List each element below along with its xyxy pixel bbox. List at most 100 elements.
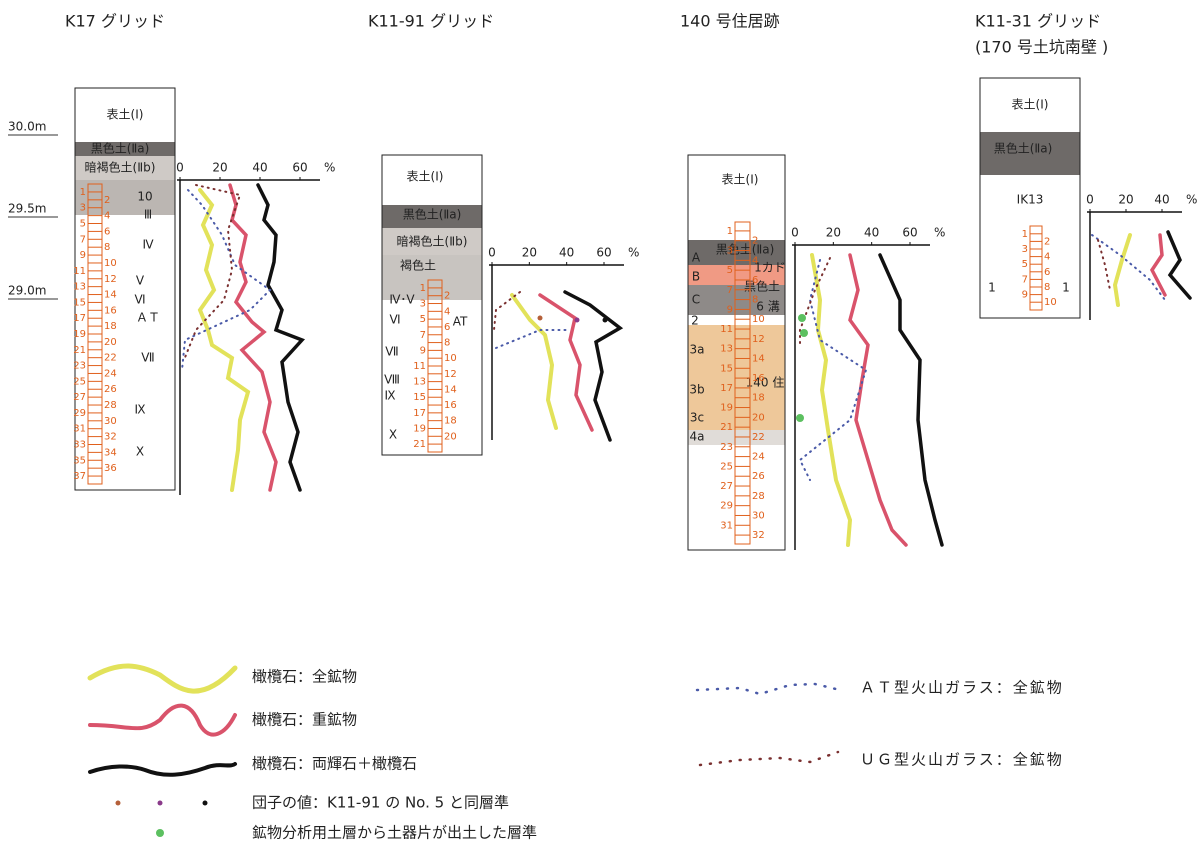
- sample-number: 12: [104, 274, 117, 285]
- layer-label: Ⅹ: [389, 428, 397, 442]
- section-title: K11-91 グリッド: [368, 12, 494, 31]
- sample-number: 10: [752, 314, 765, 325]
- sample-number: 6: [752, 275, 758, 286]
- sample-number: 30: [104, 416, 117, 427]
- section-title: K11-31 グリッド: [975, 12, 1101, 31]
- sample-number: 12: [444, 369, 457, 380]
- legend-text: 橄欖石：両輝石＋橄欖石: [252, 755, 417, 773]
- dot-green: [796, 414, 804, 422]
- layer-label: Ⅵ: [134, 293, 145, 307]
- tick-label: 20: [212, 161, 227, 175]
- sample-number: 32: [104, 432, 117, 443]
- sample-number: 5: [420, 314, 426, 325]
- layer-label: 黒色土(Ⅱa): [994, 142, 1053, 156]
- sample-number: 7: [1022, 274, 1028, 285]
- sample-number: 19: [720, 403, 733, 414]
- sample-number: 28: [104, 400, 117, 411]
- layer-label: Ⅶ: [141, 351, 154, 365]
- elevation-label: 29.5m: [8, 202, 46, 216]
- layer-band: [75, 88, 175, 142]
- legend-text: 橄欖石：重鉱物: [252, 711, 357, 729]
- layer-label: 暗褐色土(Ⅱb): [85, 160, 156, 175]
- curve-ug: [493, 291, 521, 331]
- sample-number: 19: [413, 423, 426, 434]
- layer-band: [382, 155, 482, 205]
- layer-label: Ⅳ･Ⅴ: [389, 293, 415, 307]
- column: [381, 154, 483, 456]
- axis-unit: %: [628, 246, 639, 260]
- sample-number: 12: [752, 334, 765, 345]
- legend-dots: [115, 314, 808, 837]
- sample-number: 5: [727, 265, 733, 276]
- column: [979, 77, 1081, 319]
- sample-number: 3: [1022, 244, 1028, 255]
- sample-number: 15: [720, 363, 733, 374]
- legend-black: [88, 762, 237, 777]
- layer-band: [688, 375, 785, 405]
- sample-number: 27: [720, 481, 733, 492]
- sample-number: 24: [104, 368, 117, 379]
- sample-number: 20: [104, 337, 117, 348]
- layer-band: [382, 205, 482, 228]
- sample-number: 3: [80, 203, 86, 214]
- sample-number: 2: [1044, 236, 1050, 247]
- sample-number: 16: [444, 400, 457, 411]
- sample-number: 32: [752, 530, 765, 541]
- sample-number: 3: [420, 299, 426, 310]
- sample-number: 7: [80, 234, 86, 245]
- sample-number: 31: [720, 520, 733, 531]
- sample-number: 10: [1044, 297, 1057, 308]
- sample-ladder: [734, 221, 751, 545]
- sample-number: 31: [73, 424, 86, 435]
- layer-label: 表土(Ⅰ): [107, 108, 144, 122]
- curve-black: [563, 290, 624, 442]
- layer-label: 3a: [690, 343, 705, 357]
- layer-label: 暗褐色土(Ⅱb): [397, 234, 468, 249]
- layer-band: [980, 175, 1080, 215]
- sample-ladder: [1029, 225, 1043, 311]
- sample-number: 14: [752, 353, 765, 364]
- tick-label: 0: [176, 161, 184, 175]
- sample-number: 26: [752, 471, 765, 482]
- layer-label: 表土(Ⅰ): [722, 173, 759, 187]
- curves: [87, 183, 1192, 777]
- curve-blue: [798, 259, 868, 481]
- tick-label: 20: [826, 226, 841, 240]
- sample-number: 30: [752, 510, 765, 521]
- layer-band: [688, 155, 785, 203]
- sample-number: 4: [104, 211, 110, 222]
- curve-black: [878, 253, 944, 547]
- sample-number: 2: [104, 195, 110, 206]
- sample-number: 37: [73, 471, 86, 482]
- sample-number: 22: [104, 353, 117, 364]
- sample-number: 33: [73, 439, 86, 450]
- layer-band: [980, 78, 1080, 132]
- sample-number: 23: [73, 361, 86, 372]
- axis-unit: %: [324, 161, 335, 175]
- sample-number: 26: [104, 384, 117, 395]
- sample-number: 29: [720, 501, 733, 512]
- sample-number: 11: [73, 266, 86, 277]
- sample-number: 16: [752, 373, 765, 384]
- sample-number: 4: [752, 255, 758, 266]
- sample-number: 7: [420, 330, 426, 341]
- dot-purple: [574, 317, 580, 323]
- curve-red: [538, 293, 594, 432]
- layer-label: 黒色土(Ⅱa): [91, 142, 150, 156]
- layer-label: IK13: [1017, 193, 1044, 207]
- sample-number: 13: [413, 377, 426, 388]
- sample-number: 17: [720, 383, 733, 394]
- layer-label: Ⅸ: [134, 403, 145, 417]
- layer-label: A: [692, 251, 701, 265]
- sample-number: 2: [752, 236, 758, 247]
- sample-number: 18: [104, 321, 117, 332]
- tick-label: 40: [252, 161, 267, 175]
- layer-label: 表土(Ⅰ): [1012, 98, 1049, 112]
- sample-number: 27: [73, 392, 86, 403]
- axis-unit: %: [1186, 193, 1197, 207]
- sample-number: 14: [444, 384, 457, 395]
- sample-number: 9: [727, 304, 733, 315]
- sample-number: 16: [104, 305, 117, 316]
- tick-label: 60: [596, 246, 611, 260]
- curve-ug: [799, 257, 831, 346]
